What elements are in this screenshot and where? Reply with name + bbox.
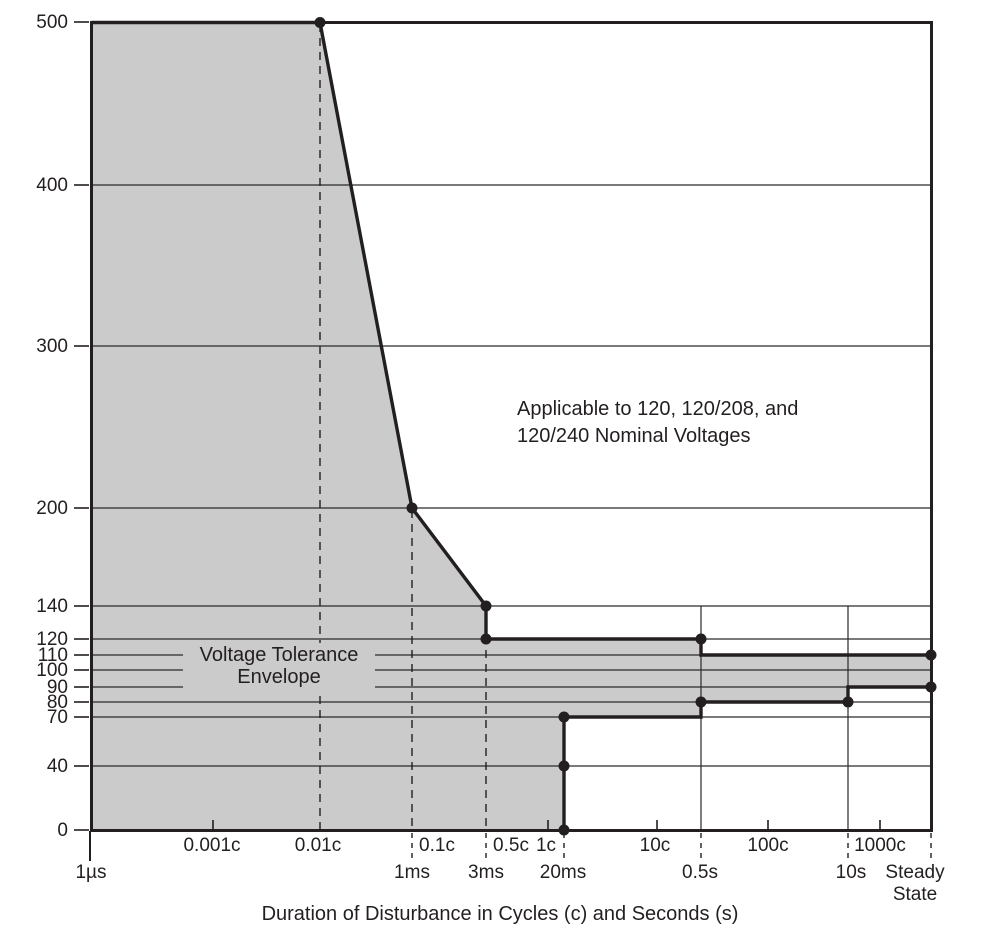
x-axis-label-3ms: 3ms [468, 862, 504, 883]
y-axis-label-120: 120 [36, 629, 68, 650]
x-axis-label-05c: 0.5c [493, 835, 529, 856]
y-axis-label-140: 140 [36, 596, 68, 617]
x-axis-label-10c: 10c [639, 835, 671, 856]
y-axis-label-0: 0 [57, 820, 68, 841]
x-axis-label-1us: 1µs [75, 862, 107, 883]
annotation-line-1: Applicable to 120, 120/208, and [517, 398, 799, 420]
dashed-reference-lines [319, 24, 487, 829]
y-axis-label-100: 100 [36, 660, 68, 681]
x-axis-label-1000c: 1000c [854, 835, 906, 856]
x-axis-label-05s: 0.5s [682, 862, 718, 883]
y-axis-label-110: 110 [37, 645, 68, 666]
x-axis-label-20ms: 20ms [539, 862, 587, 883]
y-axis-ticks [74, 21, 89, 831]
x-axis-label-0001c: 0.001c [183, 835, 241, 856]
annotation-text: Applicable to 120, 120/208, and 120/240 … [517, 396, 798, 450]
x-axis-label-001c: 0.01c [294, 835, 342, 856]
y-axis-label-200: 200 [36, 498, 68, 519]
y-axis-label-300: 300 [36, 336, 68, 357]
envelope-region [91, 22, 931, 830]
axis-label-stubs-dashed [411, 833, 932, 858]
x-axis-label-steady-state: Steady State [885, 862, 945, 905]
x-axis-ticks [212, 820, 881, 829]
x-axis-label-1ms: 1ms [394, 862, 430, 883]
data-points [314, 17, 937, 836]
y-axis-label-80: 80 [46, 692, 68, 713]
x-axis-label-01c: 0.1c [419, 835, 455, 856]
envelope-label-line-2: Envelope [237, 666, 321, 688]
y-axis-label-500: 500 [36, 12, 68, 33]
x-axis-label-10s: 10s [835, 862, 867, 883]
y-axis-label-90: 90 [46, 677, 68, 698]
x-axis-title: Duration of Disturbance in Cycles (c) an… [261, 903, 739, 925]
y-axis-label-70: 70 [46, 707, 68, 728]
upper-envelope-line [91, 20, 931, 657]
y-axis-label-40: 40 [46, 756, 68, 777]
annotation-line-2: 120/240 Nominal Voltages [517, 425, 751, 447]
envelope-region-label: Voltage Tolerance Envelope [183, 643, 375, 691]
x-axis-label-1c: 1c [535, 835, 557, 856]
plot-border [90, 21, 933, 832]
envelope-label-line-1: Voltage Tolerance [199, 644, 359, 666]
y-axis-label-400: 400 [36, 175, 68, 196]
x-axis-label-100c: 100c [747, 835, 789, 856]
